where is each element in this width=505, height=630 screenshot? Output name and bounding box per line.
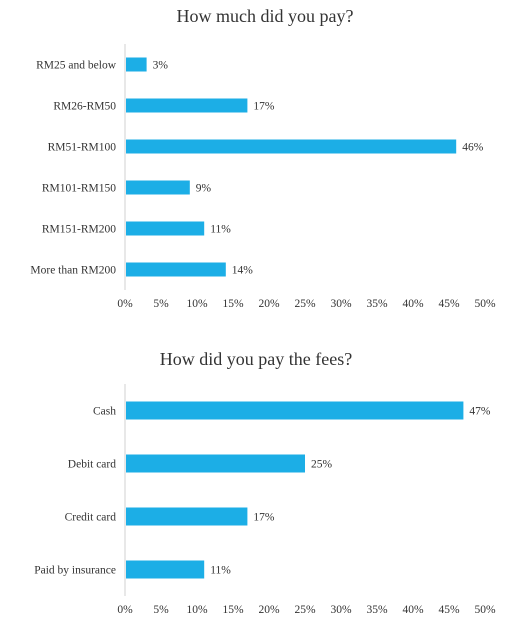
- data-label: 25%: [311, 459, 333, 471]
- data-label: 11%: [210, 565, 231, 577]
- data-label: 47%: [469, 406, 491, 418]
- x-tick-label: 0%: [117, 604, 133, 616]
- data-label: 9%: [196, 183, 212, 195]
- x-tick-label: 15%: [222, 604, 244, 616]
- bar: [126, 139, 457, 154]
- x-tick-label: 50%: [474, 298, 496, 310]
- x-tick-label: 40%: [402, 298, 424, 310]
- bar: [126, 98, 248, 113]
- payment-method-chart: Cash 47% Debit card 25% Credit card 17% Paid b…: [34, 384, 496, 616]
- bar: [126, 401, 464, 420]
- chart-title: How did you pay the fees?: [160, 349, 352, 369]
- x-tick-label: 5%: [153, 604, 169, 616]
- bar: [126, 560, 205, 579]
- bar: [126, 57, 147, 72]
- data-label: 3%: [153, 60, 169, 72]
- x-tick-label: 30%: [330, 298, 352, 310]
- category-label: RM51-RM100: [48, 142, 117, 154]
- x-tick-label: 50%: [474, 604, 496, 616]
- category-label: RM26-RM50: [53, 101, 116, 113]
- category-label: RM151-RM200: [42, 224, 116, 236]
- payment-amount-chart: RM25 and below 3% RM26-RM50 17% RM51-RM100 46…: [30, 44, 496, 310]
- bar: [126, 221, 205, 236]
- x-tick-label: 35%: [366, 298, 388, 310]
- x-tick-label: 30%: [330, 604, 352, 616]
- category-label: RM101-RM150: [42, 183, 116, 195]
- x-tick-label: 0%: [117, 298, 133, 310]
- x-tick-label: 45%: [438, 298, 460, 310]
- x-tick-label: 25%: [294, 298, 316, 310]
- bar: [126, 262, 226, 277]
- x-tick-label: 15%: [222, 298, 244, 310]
- category-label: Cash: [93, 406, 116, 418]
- x-tick-label: 35%: [366, 604, 388, 616]
- category-label: Debit card: [68, 459, 116, 471]
- x-tick-label: 5%: [153, 298, 169, 310]
- x-tick-label: 10%: [186, 298, 208, 310]
- x-tick-label: 25%: [294, 604, 316, 616]
- x-tick-label: 20%: [258, 604, 280, 616]
- category-label: More than RM200: [30, 265, 116, 277]
- data-label: 17%: [253, 101, 275, 113]
- chart-title: How much did you pay?: [177, 6, 354, 26]
- x-tick-label: 10%: [186, 604, 208, 616]
- category-label: Credit card: [65, 512, 117, 524]
- data-label: 14%: [232, 265, 254, 277]
- data-label: 17%: [253, 512, 275, 524]
- data-label: 11%: [210, 224, 231, 236]
- data-label: 46%: [462, 142, 484, 154]
- x-tick-label: 20%: [258, 298, 280, 310]
- bar: [126, 507, 248, 526]
- category-label: Paid by insurance: [34, 565, 116, 577]
- x-tick-label: 45%: [438, 604, 460, 616]
- x-tick-label: 40%: [402, 604, 424, 616]
- bar: [126, 180, 190, 195]
- bar: [126, 454, 305, 473]
- category-label: RM25 and below: [36, 60, 117, 72]
